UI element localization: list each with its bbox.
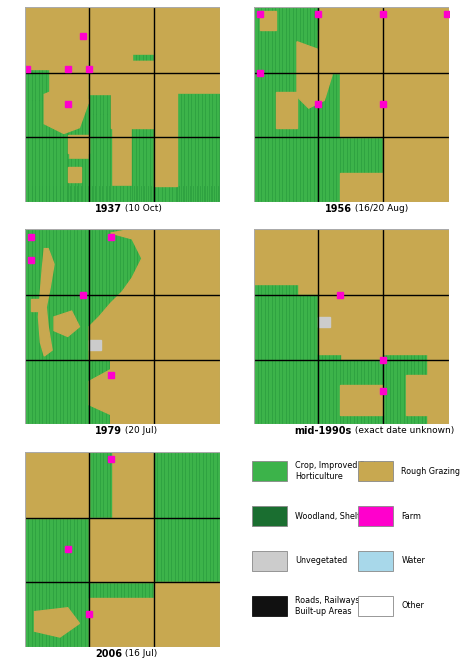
Bar xyxy=(154,451,220,518)
Text: (10 Oct): (10 Oct) xyxy=(122,204,162,213)
Polygon shape xyxy=(297,42,332,108)
Text: (20 Jul): (20 Jul) xyxy=(122,426,157,436)
Text: Crop, Improved Pasture
Horticulture: Crop, Improved Pasture Horticulture xyxy=(295,461,390,481)
Bar xyxy=(68,166,82,182)
Bar xyxy=(383,339,426,360)
Bar xyxy=(89,114,110,202)
Bar xyxy=(383,137,449,202)
Bar xyxy=(89,341,101,350)
Text: 1937: 1937 xyxy=(95,204,122,214)
Bar xyxy=(89,94,110,114)
Bar xyxy=(89,598,154,647)
Bar xyxy=(154,127,177,147)
Text: (16 Jul): (16 Jul) xyxy=(122,649,158,658)
Bar xyxy=(252,506,287,526)
Bar xyxy=(154,582,220,647)
Bar xyxy=(340,385,383,414)
Text: Rough Grazing: Rough Grazing xyxy=(401,467,460,476)
Bar xyxy=(68,159,89,202)
Bar xyxy=(89,61,154,94)
Bar xyxy=(319,229,449,317)
Polygon shape xyxy=(54,311,80,337)
Bar xyxy=(319,317,449,354)
Bar xyxy=(383,360,426,424)
Polygon shape xyxy=(35,608,80,637)
Bar xyxy=(132,114,154,202)
Bar xyxy=(25,65,48,100)
Text: Water: Water xyxy=(401,556,425,566)
Bar xyxy=(89,582,154,647)
Bar xyxy=(319,317,330,327)
Bar xyxy=(319,360,383,424)
Bar xyxy=(358,506,393,526)
Bar xyxy=(252,596,287,616)
Text: Unvegetated: Unvegetated xyxy=(295,556,347,566)
Bar xyxy=(154,147,177,186)
Bar xyxy=(25,451,89,518)
Bar xyxy=(254,7,319,202)
Bar xyxy=(25,7,68,69)
Bar xyxy=(25,100,68,202)
Bar xyxy=(406,376,449,414)
Bar xyxy=(252,551,287,571)
Text: (16/20 Aug): (16/20 Aug) xyxy=(352,204,408,213)
Text: Farm: Farm xyxy=(401,512,421,521)
Bar xyxy=(254,253,297,296)
Bar xyxy=(260,11,275,30)
Bar xyxy=(177,94,220,202)
Bar xyxy=(383,137,449,202)
Bar xyxy=(154,7,220,61)
Polygon shape xyxy=(89,229,220,424)
Text: Other: Other xyxy=(401,601,424,610)
Bar xyxy=(110,61,177,127)
Bar xyxy=(31,300,42,311)
Bar xyxy=(319,73,383,202)
Bar xyxy=(154,516,220,582)
Polygon shape xyxy=(44,84,89,133)
Bar xyxy=(340,7,449,137)
Text: 1956: 1956 xyxy=(325,204,352,214)
Bar xyxy=(25,186,220,202)
Bar xyxy=(252,461,287,481)
Bar xyxy=(319,30,340,73)
Text: 1979: 1979 xyxy=(95,426,122,436)
Bar xyxy=(25,518,89,647)
Bar xyxy=(275,92,297,127)
Bar xyxy=(319,317,340,360)
Bar xyxy=(68,135,89,153)
Bar xyxy=(89,451,110,518)
Text: (exact date unknown): (exact date unknown) xyxy=(352,426,454,436)
Bar xyxy=(358,461,393,481)
Bar xyxy=(89,518,154,582)
Text: 2006: 2006 xyxy=(95,649,122,659)
Bar xyxy=(358,551,393,571)
Bar xyxy=(254,229,319,284)
Bar xyxy=(132,55,154,94)
Text: Woodland, Shelterbelt: Woodland, Shelterbelt xyxy=(295,512,384,521)
Text: mid-1990s: mid-1990s xyxy=(294,426,352,436)
Bar xyxy=(89,7,110,94)
Bar xyxy=(68,7,132,61)
Polygon shape xyxy=(38,249,54,356)
Bar xyxy=(254,296,319,424)
Text: Roads, Railways
Built-up Areas: Roads, Railways Built-up Areas xyxy=(295,596,360,616)
Bar xyxy=(358,596,393,616)
Bar xyxy=(340,172,383,202)
Bar xyxy=(68,104,89,139)
